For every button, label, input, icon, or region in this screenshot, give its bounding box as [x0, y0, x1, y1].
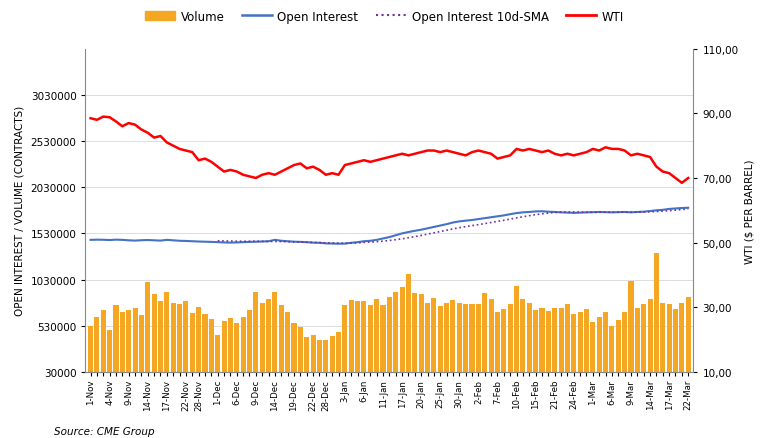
- Bar: [190, 313, 195, 375]
- Text: Source: CME Group: Source: CME Group: [54, 426, 155, 436]
- Bar: [126, 310, 131, 375]
- Bar: [291, 323, 297, 375]
- Bar: [539, 308, 544, 375]
- Bar: [342, 306, 348, 375]
- Bar: [228, 318, 233, 375]
- Bar: [241, 318, 245, 375]
- Bar: [387, 297, 392, 375]
- Bar: [165, 292, 169, 375]
- Legend: Volume, Open Interest, Open Interest 10d-SMA, WTI: Volume, Open Interest, Open Interest 10d…: [140, 6, 629, 28]
- Bar: [323, 340, 328, 375]
- Bar: [482, 294, 488, 375]
- Y-axis label: WTI ($ PER BARREL): WTI ($ PER BARREL): [744, 159, 754, 263]
- Bar: [571, 314, 576, 375]
- Bar: [495, 312, 500, 375]
- Bar: [139, 315, 144, 375]
- Bar: [183, 301, 188, 375]
- Bar: [400, 287, 404, 375]
- Bar: [470, 305, 474, 375]
- Bar: [686, 297, 691, 375]
- Bar: [355, 301, 360, 375]
- Bar: [578, 312, 583, 375]
- Bar: [305, 337, 309, 375]
- Bar: [311, 335, 315, 375]
- Bar: [107, 331, 112, 375]
- Bar: [591, 322, 595, 375]
- Bar: [88, 326, 93, 375]
- Bar: [444, 303, 449, 375]
- Bar: [317, 341, 322, 375]
- Y-axis label: OPEN INTEREST / VOLUME (CONTRACTS): OPEN INTEREST / VOLUME (CONTRACTS): [15, 106, 25, 316]
- Bar: [95, 318, 99, 375]
- Bar: [634, 308, 640, 375]
- Bar: [533, 310, 538, 375]
- Bar: [101, 310, 106, 375]
- Bar: [476, 305, 481, 375]
- Bar: [171, 303, 176, 375]
- Bar: [603, 312, 608, 375]
- Bar: [546, 311, 551, 375]
- Bar: [641, 305, 646, 375]
- Bar: [431, 298, 437, 375]
- Bar: [247, 310, 252, 375]
- Bar: [418, 295, 424, 375]
- Bar: [374, 299, 379, 375]
- Bar: [488, 299, 494, 375]
- Bar: [368, 306, 373, 375]
- Bar: [647, 299, 653, 375]
- Bar: [393, 292, 398, 375]
- Bar: [508, 305, 513, 375]
- Bar: [253, 292, 258, 375]
- Bar: [221, 321, 227, 375]
- Bar: [628, 282, 634, 375]
- Bar: [514, 286, 519, 375]
- Bar: [412, 294, 418, 375]
- Bar: [336, 332, 341, 375]
- Bar: [501, 309, 506, 375]
- Bar: [202, 314, 208, 375]
- Bar: [145, 283, 150, 375]
- Bar: [272, 292, 278, 375]
- Bar: [266, 299, 271, 375]
- Bar: [457, 303, 462, 375]
- Bar: [558, 308, 564, 375]
- Bar: [298, 327, 303, 375]
- Bar: [451, 300, 455, 375]
- Bar: [406, 274, 411, 375]
- Bar: [565, 305, 570, 375]
- Bar: [132, 308, 138, 375]
- Bar: [679, 303, 684, 375]
- Bar: [673, 309, 678, 375]
- Bar: [654, 253, 659, 375]
- Bar: [330, 336, 335, 375]
- Bar: [209, 320, 214, 375]
- Bar: [552, 308, 558, 375]
- Bar: [609, 326, 614, 375]
- Bar: [361, 301, 367, 375]
- Bar: [616, 321, 621, 375]
- Bar: [177, 305, 182, 375]
- Bar: [425, 303, 430, 375]
- Bar: [114, 306, 118, 375]
- Bar: [597, 318, 601, 375]
- Bar: [348, 300, 354, 375]
- Bar: [463, 305, 468, 375]
- Bar: [151, 295, 157, 375]
- Bar: [381, 306, 385, 375]
- Bar: [215, 335, 220, 375]
- Bar: [438, 307, 443, 375]
- Bar: [622, 312, 628, 375]
- Bar: [278, 306, 284, 375]
- Bar: [158, 301, 163, 375]
- Bar: [667, 305, 671, 375]
- Bar: [527, 303, 532, 375]
- Bar: [584, 309, 589, 375]
- Bar: [260, 303, 265, 375]
- Bar: [285, 312, 290, 375]
- Bar: [196, 307, 201, 375]
- Bar: [235, 323, 239, 375]
- Bar: [661, 303, 665, 375]
- Bar: [521, 299, 525, 375]
- Bar: [120, 312, 125, 375]
